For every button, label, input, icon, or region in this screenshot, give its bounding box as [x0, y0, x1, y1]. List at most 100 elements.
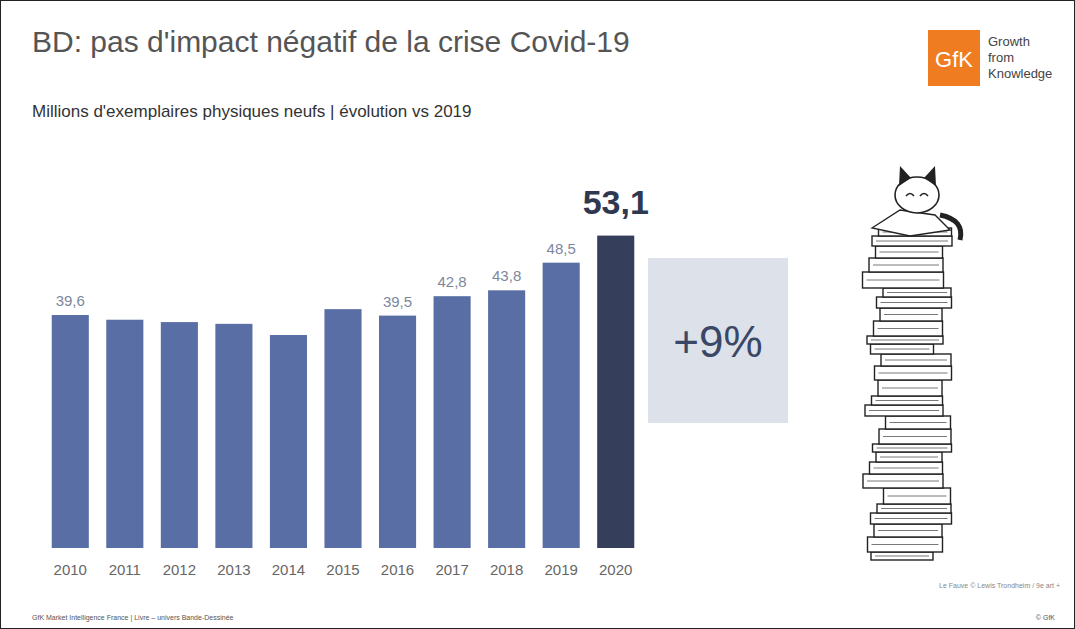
book-line [884, 314, 938, 315]
logo-tagline: GrowthfromKnowledge [988, 34, 1052, 81]
book [871, 344, 934, 354]
book-line [888, 496, 947, 497]
book-line [875, 518, 948, 519]
book [868, 537, 943, 552]
bars [52, 236, 635, 548]
book [869, 258, 943, 272]
book-line [890, 422, 947, 423]
subtitle: Millions d'exemplaires physiques neufs |… [32, 102, 472, 121]
book [867, 336, 943, 344]
book-line [882, 388, 938, 389]
book [877, 297, 952, 308]
title: BD: pas d'impact négatif de la crise Cov… [32, 25, 630, 58]
book [863, 474, 943, 488]
book [870, 462, 943, 474]
book-line [869, 410, 939, 411]
x-tick-label: 2011 [109, 561, 141, 578]
book [874, 524, 942, 537]
cat-tail [940, 215, 961, 240]
book [880, 308, 942, 321]
annotation-text: +9% [673, 317, 762, 366]
cat-eyes [906, 194, 928, 197]
annotation: +9% [648, 258, 788, 423]
bar [52, 315, 89, 548]
book-line [878, 530, 938, 531]
book-line [879, 373, 948, 374]
bar [161, 322, 198, 548]
book [873, 444, 952, 452]
book [863, 272, 944, 288]
book-line [872, 544, 939, 545]
x-tick-label: 2010 [54, 561, 87, 578]
book-line [867, 280, 940, 281]
book-line [881, 508, 947, 509]
bar [215, 324, 252, 548]
book [871, 513, 952, 524]
annotation-box [648, 258, 788, 423]
book-line [883, 436, 947, 437]
chart: BD: pas d'impact négatif de la crise Cov… [0, 0, 1075, 629]
x-tick-label: 2017 [435, 561, 468, 578]
bar [270, 335, 307, 548]
book [875, 366, 952, 380]
data-label: 53,1 [583, 183, 649, 221]
book-line [875, 556, 929, 557]
bar [324, 309, 361, 548]
data-label: 43,8 [492, 267, 521, 284]
book [872, 396, 943, 405]
book [876, 246, 943, 258]
book [886, 416, 951, 429]
book [877, 504, 951, 513]
book [881, 354, 951, 366]
illustration [863, 166, 961, 560]
book [878, 380, 942, 396]
book [879, 429, 951, 444]
bar [379, 316, 416, 548]
book-line [867, 481, 939, 482]
bar [434, 296, 471, 548]
book-line [876, 241, 948, 242]
open-book [872, 210, 950, 236]
x-tick-label: 2015 [326, 561, 359, 578]
book [883, 288, 951, 297]
book-line [887, 292, 947, 293]
book-line [877, 448, 948, 449]
x-tick-label: 2019 [544, 561, 577, 578]
x-tick-label: 2012 [163, 561, 196, 578]
bar [597, 236, 634, 548]
frame [1, 1, 1075, 629]
book-line [873, 265, 939, 266]
book [871, 552, 933, 560]
book-line [885, 360, 947, 361]
credit: Le Fauve © Lewis Trondheim / 9e art + [939, 582, 1060, 589]
book [874, 321, 943, 336]
bar [106, 320, 143, 548]
book [872, 236, 952, 246]
data-label: 48,5 [547, 240, 576, 257]
book-line [874, 468, 939, 469]
data-label: 39,6 [56, 292, 85, 309]
x-tick-label: 2016 [381, 561, 414, 578]
book-line [880, 457, 938, 458]
x-tick-label: 2020 [599, 561, 632, 578]
logo-brand: GfK [935, 47, 973, 72]
labels: 201039,620112012201320142015201639,52017… [54, 183, 649, 578]
source: GfK Market Intelligence France | Livre –… [32, 614, 234, 622]
book-line [875, 349, 930, 350]
book-line [871, 340, 939, 341]
book [865, 405, 943, 416]
book [876, 452, 942, 462]
copyright: © GfK [1036, 614, 1055, 621]
book-line [878, 328, 939, 329]
cat-ears [899, 166, 936, 186]
book-line [876, 400, 939, 401]
x-tick-label: 2013 [217, 561, 250, 578]
book-line [881, 302, 948, 303]
book-line [880, 252, 939, 253]
x-tick-label: 2014 [272, 561, 305, 578]
logo-box [928, 30, 980, 86]
bar [543, 263, 580, 548]
x-tick-label: 2018 [490, 561, 523, 578]
bar [488, 290, 525, 548]
data-label: 42,8 [437, 273, 466, 290]
